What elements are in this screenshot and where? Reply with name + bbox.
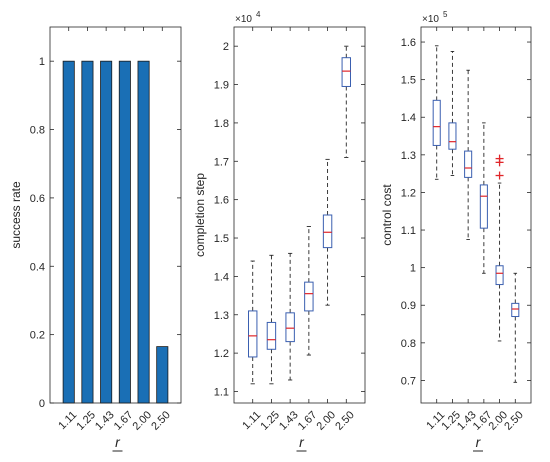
box-1.11 <box>432 45 441 180</box>
box-body <box>248 310 258 358</box>
axis-multiplier-exponent: 4 <box>256 10 261 19</box>
y-axis-label: control cost <box>380 184 394 246</box>
outlier-marker <box>495 171 504 180</box>
y-tick-label: 1.2 <box>401 187 416 199</box>
box-1.67 <box>304 226 314 356</box>
x-axis-label: r <box>115 434 121 450</box>
bar-1.11 <box>62 60 75 404</box>
y-tick-label: 1.4 <box>214 271 229 283</box>
box-body <box>285 312 295 343</box>
axis-multiplier-exponent: 5 <box>443 10 448 19</box>
y-tick-label: 0.6 <box>30 193 45 205</box>
bar-2.50 <box>156 346 169 404</box>
y-tick-label: 1.5 <box>214 233 229 245</box>
x-tick-label: 1.11 <box>56 409 79 432</box>
y-tick-label: 0.9 <box>401 300 416 312</box>
y-tick-label: 1.6 <box>214 195 229 207</box>
bar-1.25 <box>81 60 94 404</box>
y-tick-label: 2 <box>223 41 229 53</box>
box-body <box>448 122 457 150</box>
y-tick-label: 0.8 <box>30 125 45 137</box>
bar-1.67 <box>118 60 131 404</box>
x-axis-label: r <box>476 434 482 450</box>
box-1.43 <box>464 69 473 240</box>
box-2.50 <box>341 45 351 158</box>
box-1.25 <box>266 254 277 385</box>
y-tick-label: 0.7 <box>401 375 416 387</box>
x-tick-label: 2.50 <box>502 409 526 433</box>
box-body <box>479 184 488 229</box>
y-tick-label: 1.1 <box>214 386 229 398</box>
x-tick-label: 1.25 <box>258 409 282 433</box>
box-body <box>495 265 504 286</box>
y-tick-label: 0.4 <box>30 261 45 273</box>
x-tick-label: 1.43 <box>93 409 117 433</box>
box-2.50 <box>511 272 520 383</box>
box-body <box>266 321 277 350</box>
box-body <box>464 150 473 178</box>
x-tick-label: 2.50 <box>333 409 357 433</box>
x-tick-label: 1.67 <box>296 409 320 433</box>
y-tick-label: 1.3 <box>214 310 229 322</box>
axes-box <box>233 26 366 404</box>
x-tick-label: 1.43 <box>277 409 301 433</box>
box-body <box>341 57 351 87</box>
y-tick-label: 1.5 <box>401 75 416 87</box>
box-1.67 <box>479 122 488 274</box>
box-1.25 <box>448 50 457 176</box>
axis-multiplier: ×10 <box>422 14 439 25</box>
outlier-marker <box>495 154 504 163</box>
y-tick-label: 1.2 <box>214 348 229 360</box>
box-1.43 <box>285 252 295 381</box>
axes-box <box>49 26 182 404</box>
box-1.11 <box>248 260 258 385</box>
y-tick-label: 0.2 <box>30 330 45 342</box>
x-tick-label: 1.25 <box>74 409 98 433</box>
y-tick-label: 1 <box>39 56 45 68</box>
x-tick-label: 2.50 <box>149 409 173 433</box>
y-axis-label: success rate <box>9 181 23 249</box>
axis-multiplier: ×10 <box>235 14 252 25</box>
y-tick-label: 1.6 <box>401 37 416 49</box>
y-tick-label: 1.3 <box>401 150 416 162</box>
y-tick-label: 1 <box>410 263 416 275</box>
y-axis-label: completion step <box>193 173 207 257</box>
y-tick-label: 0 <box>39 398 45 410</box>
box-body <box>432 99 441 146</box>
chart-panel-2: 1.1 1.2 1.3 1.4 1.5 1.6 1.7 1.8 1.9 2 1.111.251.43… <box>193 10 366 452</box>
box-2.00 <box>322 158 333 306</box>
box-body <box>511 302 520 318</box>
y-tick-label: 1.9 <box>214 80 229 92</box>
x-tick-label: 2.00 <box>315 409 339 433</box>
box-2.00 <box>495 154 504 342</box>
y-tick-label: 0.8 <box>401 338 416 350</box>
x-axis-label: r <box>299 434 305 450</box>
x-tick-label: 2.00 <box>131 409 155 433</box>
y-tick-label: 1.1 <box>401 225 416 237</box>
y-tick-label: 1.4 <box>401 112 416 124</box>
bar-1.43 <box>100 60 113 404</box>
chart-panel-3: 0.70.80.911.11.21.31.41.51.61.111.251.43… <box>380 10 532 452</box>
axes-box <box>420 26 532 404</box>
y-tick-label: 1.7 <box>214 156 229 168</box>
x-tick-label: 1.67 <box>112 409 136 433</box>
box-body <box>304 281 314 312</box>
x-tick-label: 1.11 <box>240 409 263 432</box>
chart-panel-1: 0 0.2 0.4 0.6 0.8 1 1.111.251.431.672.002.50 su… <box>9 26 182 452</box>
box-body <box>322 214 333 249</box>
y-tick-label: 1.8 <box>214 118 229 130</box>
bar-2.00 <box>137 60 150 404</box>
